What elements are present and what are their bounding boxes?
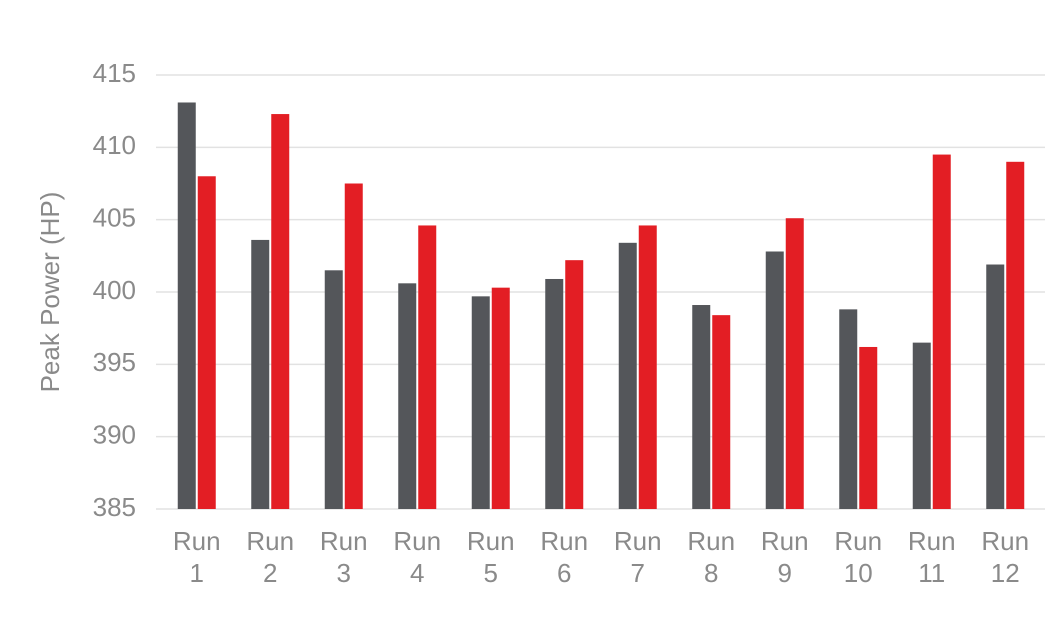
y-tick-label: 415 [93, 58, 136, 88]
bar [251, 239, 270, 510]
y-tick-label: 385 [93, 492, 136, 522]
bar [638, 225, 657, 509]
x-tick-label: Run 6 [540, 526, 588, 588]
bar [859, 346, 878, 509]
x-tick-label: Run 3 [320, 526, 368, 588]
y-tick-label: 395 [93, 347, 136, 377]
x-tick-label: Run 2 [246, 526, 294, 588]
y-tick-label: 400 [93, 275, 136, 305]
bar [418, 225, 437, 509]
bar [912, 342, 931, 509]
bar [712, 315, 731, 509]
x-tick-label: Run 12 [981, 526, 1029, 588]
x-tick-label: Run 11 [908, 526, 956, 588]
y-tick-label: 390 [93, 420, 136, 450]
x-tick-label: Run 7 [614, 526, 662, 588]
bar [271, 114, 290, 509]
y-axis-label: Peak Power (HP) [35, 192, 65, 393]
y-tick-label: 410 [93, 130, 136, 160]
bar [1006, 161, 1025, 510]
bar [324, 270, 343, 509]
bar [932, 154, 951, 510]
bar [692, 305, 711, 509]
bar [565, 260, 584, 509]
x-tick-label: Run 9 [761, 526, 809, 588]
bar [491, 287, 510, 509]
x-tick-label: Run 4 [393, 526, 441, 588]
bar [785, 218, 804, 509]
bar [839, 309, 858, 509]
x-tick-label: Run 5 [467, 526, 515, 588]
bar [545, 278, 564, 509]
bar [765, 251, 784, 509]
bar [986, 264, 1005, 509]
x-tick-label: Run 1 [173, 526, 221, 588]
bar [197, 176, 216, 509]
bar [177, 102, 196, 509]
x-tick-label: Run 8 [687, 526, 735, 588]
y-tick-label: 405 [93, 203, 136, 233]
x-tick-label: Run 10 [834, 526, 882, 588]
bar [344, 183, 363, 509]
bar [618, 242, 637, 509]
bar [398, 283, 417, 509]
bar [471, 296, 490, 509]
